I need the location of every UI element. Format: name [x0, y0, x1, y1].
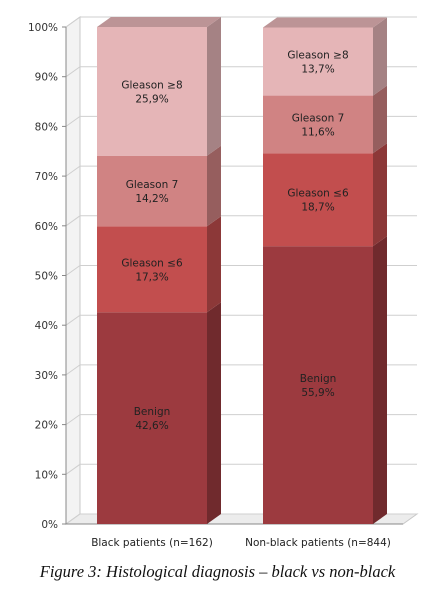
- y-tick-label: 100%: [28, 22, 58, 34]
- bar-side: [207, 17, 221, 156]
- data-label-series: Gleason ≤6: [287, 188, 349, 200]
- data-label-series: Gleason ≥8: [121, 79, 182, 91]
- data-label-value: 11,6%: [301, 126, 334, 138]
- bar-top: [97, 17, 221, 27]
- y-tick-label: 30%: [35, 370, 58, 382]
- bar-side: [207, 216, 221, 313]
- y-tick-label: 70%: [35, 171, 58, 183]
- x-category-label: Non-black patients (n=844): [245, 537, 391, 549]
- bar-side: [373, 17, 387, 96]
- data-label-value: 18,7%: [301, 202, 334, 214]
- y-tick-label: 40%: [35, 320, 58, 332]
- data-label-series: Gleason ≤6: [121, 257, 183, 269]
- bar-side: [373, 236, 387, 524]
- stacked-bar-chart: 0% 10% 20% 30% 40% 50% 60% 70% 80% 90% 100% Benign 4…: [28, 16, 419, 549]
- bar-side: [373, 85, 387, 154]
- bar-side: [207, 145, 221, 227]
- bar-segment: [263, 246, 373, 524]
- bar-side: [207, 302, 221, 524]
- chart-area: 0% 10% 20% 30% 40% 50% 60% 70% 80% 90% 100% Benign 4…: [28, 16, 419, 549]
- bar-segment: [97, 155, 207, 227]
- data-label-series: Benign: [300, 373, 337, 385]
- figure-caption: Figure 3: Histological diagnosis – black…: [39, 562, 396, 581]
- data-label-value: 17,3%: [135, 271, 168, 283]
- bar-segment: [97, 312, 207, 524]
- bar-segment: [97, 226, 207, 313]
- bar-segment: [263, 27, 373, 96]
- y-tick-label: 60%: [35, 221, 58, 233]
- data-label-value: 42,6%: [135, 420, 168, 432]
- data-label-series: Gleason 7: [126, 179, 179, 191]
- y-tick-label: 90%: [35, 72, 58, 84]
- data-label-value: 55,9%: [301, 387, 334, 399]
- bar-segment: [263, 153, 373, 247]
- y-tick-label: 20%: [35, 420, 58, 432]
- y-tick-label: 50%: [35, 271, 58, 283]
- data-label-series: Gleason ≥8: [287, 50, 348, 62]
- data-label-value: 13,7%: [301, 64, 334, 76]
- bar-segment: [97, 27, 207, 156]
- bar-segment: [263, 95, 373, 154]
- y-tick-label: 80%: [35, 121, 58, 133]
- x-category-label: Black patients (n=162): [91, 537, 213, 549]
- bar-side: [373, 143, 387, 247]
- y-tick-label: 10%: [35, 469, 58, 481]
- data-label-value: 14,2%: [135, 193, 168, 205]
- data-label-series: Benign: [134, 406, 171, 418]
- gridline: [65, 16, 417, 28]
- data-label-value: 25,9%: [135, 93, 168, 105]
- y-tick-label: 0%: [41, 519, 58, 531]
- bar-top: [263, 17, 387, 28]
- data-label-series: Gleason 7: [292, 112, 345, 124]
